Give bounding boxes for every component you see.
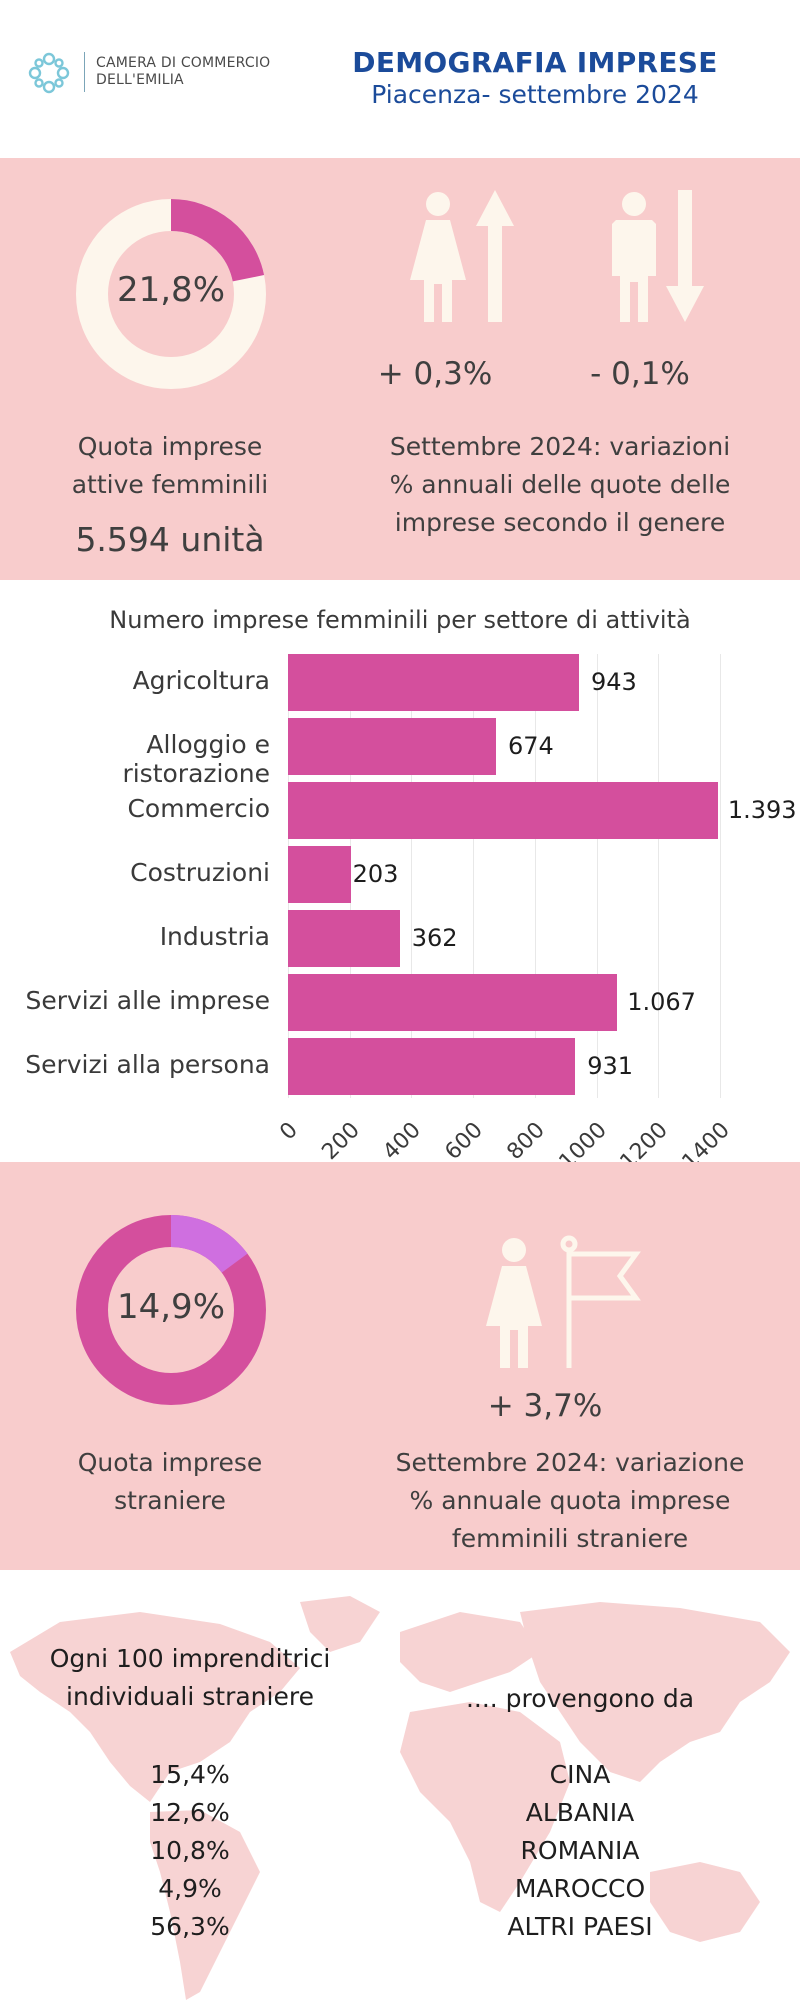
donut-segment	[170, 199, 265, 283]
foreign-share-description: Quota imprese straniere	[40, 1444, 300, 1520]
origin-pct: 56,3%	[150, 1912, 230, 1941]
category-label: Agricoltura	[132, 666, 270, 695]
female-variation: + 0,3%	[377, 356, 493, 392]
bar-value-label: 674	[507, 732, 554, 760]
origins-left-heading: Ogni 100 imprenditrici individuali stran…	[40, 1640, 340, 1716]
bar-value-label: 1.067	[627, 988, 696, 1016]
origin-pct: 15,4%	[150, 1760, 230, 1789]
desc-line: % annuali delle quote delle	[389, 470, 731, 499]
foreign-share-value: 14,9%	[116, 1287, 225, 1327]
gridline	[596, 654, 598, 1098]
female-units: 5.594 unità	[75, 520, 265, 559]
origin-country: ROMANIA	[520, 1836, 640, 1865]
foreign-share-donut	[76, 1215, 266, 1405]
desc-line: Quota imprese	[77, 432, 263, 461]
logo-separator	[84, 52, 85, 92]
bar	[288, 846, 351, 903]
foreign-variation-description: Settembre 2024: variazione % annuale quo…	[370, 1444, 770, 1558]
gridline	[411, 654, 413, 1098]
gridline	[534, 654, 536, 1098]
bar-value-label: 362	[411, 924, 458, 952]
category-label: Servizi alle imprese	[25, 986, 270, 1015]
bar-value-label: 1.393	[727, 796, 797, 824]
gridline	[658, 654, 660, 1098]
header: CAMERA DI COMMERCIO DELL'EMILIA DEMOGRAF…	[0, 0, 800, 158]
bar-value-label: 943	[590, 668, 637, 696]
origin-pct: 10,8%	[150, 1836, 230, 1865]
world-map-background	[10, 1596, 790, 2000]
origin-pct: 12,6%	[150, 1798, 230, 1827]
desc-line: % annuale quota imprese	[409, 1486, 731, 1515]
logo-text: CAMERA DI COMMERCIO DELL'EMILIA	[96, 55, 270, 89]
female-share-donut	[76, 199, 266, 389]
man-arrow-down-icon	[612, 190, 704, 322]
logo-line-1: CAMERA DI COMMERCIO	[96, 55, 271, 71]
sector-bar-chart: 0 200 400 600 800 1000 1200 1400 Agricoltura 943 A…	[0, 640, 800, 1175]
bar	[288, 718, 496, 775]
desc-line: Settembre 2024: variazione	[395, 1448, 745, 1477]
desc-line: Settembre 2024: variazioni	[389, 432, 731, 461]
origins-country-list: CINA ALBANIA ROMANIA MAROCCO ALTRI PAESI	[440, 1756, 720, 1946]
desc-line: attive femminili	[71, 470, 269, 499]
female-share-description: Quota imprese attive femminili	[40, 428, 300, 504]
male-variation: - 0,1%	[590, 356, 690, 392]
bar	[288, 1038, 576, 1095]
gridline	[473, 654, 475, 1098]
category-label: Costruzioni	[130, 858, 270, 887]
heading-line: Ogni 100 imprenditrici	[49, 1644, 331, 1673]
donut-segment	[170, 1215, 248, 1274]
desc-line: straniere	[114, 1486, 226, 1515]
heading-line: individuali straniere	[66, 1682, 314, 1711]
desc-line: imprese secondo il genere	[394, 508, 726, 537]
gridline	[720, 654, 721, 1098]
woman-flag-icon	[486, 1235, 641, 1368]
bar	[288, 974, 618, 1031]
origins-right-heading: .... provengono da	[465, 1684, 695, 1713]
category-label: Servizi alla persona	[25, 1050, 270, 1079]
bar	[288, 910, 400, 967]
category-label: Alloggio e ristorazione	[122, 730, 270, 788]
bar	[288, 654, 579, 711]
chart-title: Numero imprese femminili per settore di …	[109, 606, 691, 634]
desc-line: femminili straniere	[451, 1524, 689, 1553]
gender-variation-description: Settembre 2024: variazioni % annuali del…	[360, 428, 760, 542]
foreign-female-variation: + 3,7%	[487, 1388, 603, 1424]
bar-value-label: 203	[352, 860, 399, 888]
chamber-logo-icon	[28, 52, 70, 94]
origin-country: CINA	[549, 1760, 611, 1789]
category-label: Commercio	[127, 794, 270, 823]
bar	[288, 782, 718, 839]
logo-line-2: DELL'EMILIA	[96, 72, 184, 88]
origin-country: ALBANIA	[525, 1798, 635, 1827]
female-share-value: 21,8%	[116, 270, 225, 310]
category-label: Industria	[159, 922, 270, 951]
page-subtitle: Piacenza- settembre 2024	[371, 80, 699, 109]
bar-value-label: 931	[587, 1052, 634, 1080]
origin-country: ALTRI PAESI	[507, 1912, 653, 1941]
origin-pct: 4,9%	[158, 1874, 222, 1903]
origins-pct-list: 15,4% 12,6% 10,8% 4,9% 56,3%	[90, 1756, 290, 1946]
origin-country: MAROCCO	[514, 1874, 646, 1903]
page-title: DEMOGRAFIA IMPRESE	[352, 46, 718, 79]
woman-arrow-up-icon	[410, 190, 514, 322]
desc-line: Quota imprese	[77, 1448, 263, 1477]
